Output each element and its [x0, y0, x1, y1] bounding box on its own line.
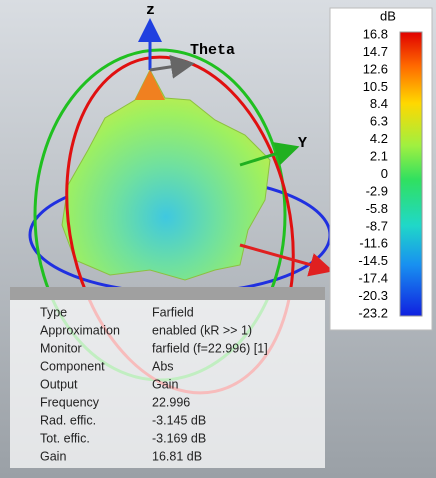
info-key: Tot. effic. — [40, 431, 90, 445]
info-key: Rad. effic. — [40, 413, 96, 427]
info-value: Farfield — [152, 305, 194, 319]
colorbar-label: 6.3 — [370, 114, 388, 129]
info-panel — [10, 287, 325, 468]
colorbar-label: -20.3 — [358, 288, 388, 303]
info-key: Type — [40, 305, 67, 319]
colorbar-label: 16.8 — [363, 26, 388, 41]
z-label: z — [146, 2, 155, 19]
colorbar-label: -23.2 — [358, 305, 388, 320]
colorbar-unit: dB — [380, 8, 396, 23]
colorbar-label: -17.4 — [358, 271, 388, 286]
info-panel-header — [10, 287, 325, 300]
colorbar-labels: 16.8 14.7 12.6 10.5 8.4 6.3 4.2 2.1 0 -2.9 -5.8 -8.… — [358, 26, 388, 320]
colorbar-label: 10.5 — [363, 79, 388, 94]
info-rows: Type Farfield Approximation enabled (kR >> … — [40, 305, 268, 463]
theta-label: Theta — [190, 42, 235, 59]
info-key: Gain — [40, 449, 66, 463]
colorbar-label: -14.5 — [358, 253, 388, 268]
colorbar-label: 12.6 — [363, 61, 388, 76]
colorbar — [399, 31, 423, 317]
info-key: Monitor — [40, 341, 82, 355]
radiation-pattern — [61, 68, 271, 281]
info-value: enabled (kR >> 1) — [152, 323, 252, 337]
info-value: 16.81 dB — [152, 449, 202, 463]
colorbar-label: 8.4 — [370, 96, 388, 111]
colorbar-label: -8.7 — [366, 218, 388, 233]
info-key: Approximation — [40, 323, 120, 337]
info-value: farfield (f=22.996) [1] — [152, 341, 268, 355]
colorbar-label: -2.9 — [366, 183, 388, 198]
y-label: Y — [298, 135, 307, 152]
main-lobe — [135, 70, 165, 100]
info-value: Abs — [152, 359, 174, 373]
info-value: 22.996 — [152, 395, 190, 409]
x-axis — [239, 243, 334, 277]
colorbar-label: 4.2 — [370, 131, 388, 146]
y-axis — [239, 142, 300, 167]
theta-arrow — [149, 54, 195, 79]
info-value: Gain — [152, 377, 178, 391]
info-key: Frequency — [40, 395, 100, 409]
info-key: Output — [40, 377, 78, 391]
info-key: Component — [40, 359, 105, 373]
colorbar-label: -5.8 — [366, 201, 388, 216]
colorbar-label: 2.1 — [370, 149, 388, 164]
info-value: -3.145 dB — [152, 413, 206, 427]
colorbar-label: 14.7 — [363, 44, 388, 59]
info-value: -3.169 dB — [152, 431, 206, 445]
colorbar-label: -11.6 — [359, 236, 388, 251]
colorbar-label: 0 — [381, 166, 388, 181]
